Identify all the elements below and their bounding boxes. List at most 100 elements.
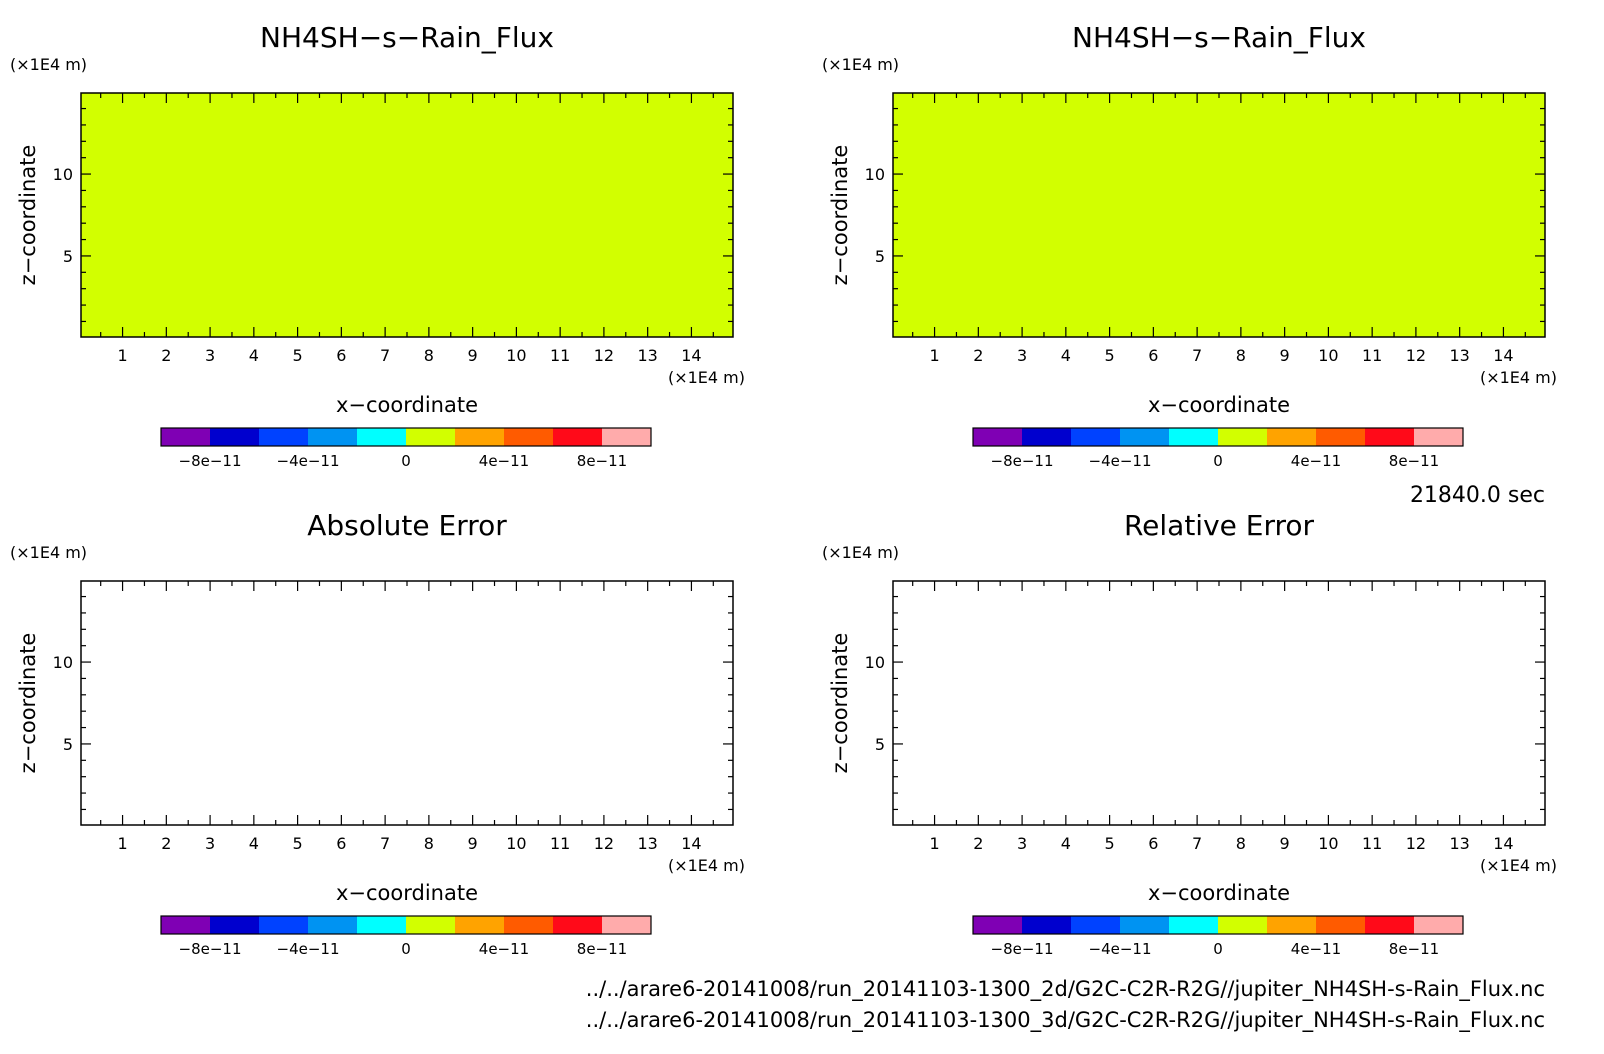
x-tick-label: 1 <box>929 834 939 853</box>
colorbar-swatch <box>308 916 358 934</box>
colorbar-tick-label: −4e−11 <box>277 452 340 470</box>
colorbar-swatch <box>973 428 1023 446</box>
colorbar-tick-label: 0 <box>401 940 411 958</box>
x-tick-label: 7 <box>380 834 390 853</box>
x-tick-label: 9 <box>1280 834 1290 853</box>
x-tick-label: 1 <box>117 834 127 853</box>
x-tick-label: 3 <box>205 346 215 365</box>
y-tick-label: 10 <box>53 653 73 672</box>
x-tick-label: 9 <box>1280 346 1290 365</box>
x-tick-label: 2 <box>161 346 171 365</box>
x-tick-label: 13 <box>1449 346 1469 365</box>
colorbar-tick-label: 0 <box>401 452 411 470</box>
colorbar-tick-label: 4e−11 <box>479 452 529 470</box>
x-tick-label: 5 <box>1105 834 1115 853</box>
x-tick-label: 2 <box>161 834 171 853</box>
x-tick-label: 4 <box>249 834 259 853</box>
x-tick-label: 11 <box>1362 346 1382 365</box>
colorbar-swatch <box>210 916 260 934</box>
field-fill <box>893 93 1545 337</box>
colorbar-swatch <box>1267 428 1317 446</box>
colorbar-swatch <box>1414 916 1464 934</box>
x-tick-label: 10 <box>506 346 526 365</box>
colorbar-swatch <box>1120 428 1170 446</box>
y-tick-label: 10 <box>865 653 885 672</box>
colorbar-swatch <box>553 428 603 446</box>
colorbar-swatch <box>1120 916 1170 934</box>
colorbar-frame <box>972 427 1464 447</box>
x-tick-label: 12 <box>594 834 614 853</box>
colorbar-tick-label: −8e−11 <box>179 940 242 958</box>
colorbar-tick-label: −4e−11 <box>1089 452 1152 470</box>
x-axis-label: x−coordinate <box>1148 881 1290 905</box>
field-fill <box>81 581 733 825</box>
colorbar-tick-label: 8e−11 <box>1389 452 1439 470</box>
colorbar-tick-label: 4e−11 <box>479 940 529 958</box>
x-tick-label: 7 <box>1192 834 1202 853</box>
colorbar-swatch <box>1022 428 1072 446</box>
x-tick-label: 11 <box>550 834 570 853</box>
y-unit-label: (×1E4 m) <box>822 55 899 74</box>
x-tick-label: 8 <box>424 834 434 853</box>
x-tick-label: 14 <box>681 834 701 853</box>
file-path-1: ../../arare6-20141008/run_20141103-1300_… <box>586 977 1545 1002</box>
colorbar-swatch <box>602 916 652 934</box>
x-tick-label: 14 <box>681 346 701 365</box>
field-fill <box>893 581 1545 825</box>
y-unit-label: (×1E4 m) <box>822 543 899 562</box>
colorbar-swatch <box>357 916 407 934</box>
x-tick-label: 12 <box>594 346 614 365</box>
plot-panel: NH4SH−s−Rain_Flux(×1E4 m)1 2 3 4 5 6 7 8 9 10 11 12… <box>822 21 1557 470</box>
x-tick-label: 3 <box>1017 346 1027 365</box>
y-tick-label: 5 <box>875 735 885 754</box>
x-tick-label: 10 <box>506 834 526 853</box>
x-tick-label: 6 <box>1148 346 1158 365</box>
plot-panel: Absolute Error(×1E4 m)1 2 3 4 5 6 7 8 9 10 11 12 13 1… <box>10 509 745 958</box>
field-fill <box>81 93 733 337</box>
x-tick-label: 5 <box>293 346 303 365</box>
colorbar-swatch <box>1316 428 1366 446</box>
y-tick-label: 10 <box>53 165 73 184</box>
x-tick-label: 12 <box>1406 834 1426 853</box>
colorbar-tick-label: 8e−11 <box>577 940 627 958</box>
colorbar-tick-label: −8e−11 <box>991 452 1054 470</box>
colorbar-swatch <box>210 428 260 446</box>
x-tick-label: 11 <box>550 346 570 365</box>
x-tick-label: 5 <box>293 834 303 853</box>
colorbar-swatch <box>553 916 603 934</box>
x-tick-label: 11 <box>1362 834 1382 853</box>
x-tick-label: 6 <box>1148 834 1158 853</box>
x-axis-label: x−coordinate <box>1148 393 1290 417</box>
x-tick-label: 3 <box>1017 834 1027 853</box>
y-axis-label: z−coordinate <box>828 145 852 286</box>
x-tick-label: 9 <box>468 834 478 853</box>
colorbar-swatch <box>455 428 505 446</box>
file-path-2: ../../arare6-20141008/run_20141103-1300_… <box>586 1008 1545 1033</box>
colorbar-swatch <box>161 428 211 446</box>
colorbar-swatch <box>973 916 1023 934</box>
x-tick-label: 8 <box>424 346 434 365</box>
x-tick-label: 10 <box>1318 834 1338 853</box>
colorbar-swatch <box>406 916 456 934</box>
plot-panel: Relative Error(×1E4 m)1 2 3 4 5 6 7 8 9 10 11 12 13 1… <box>822 509 1557 958</box>
y-unit-label: (×1E4 m) <box>10 543 87 562</box>
colorbar-tick-label: 8e−11 <box>1389 940 1439 958</box>
x-tick-label: 4 <box>249 346 259 365</box>
colorbar-tick-label: 8e−11 <box>577 452 627 470</box>
x-tick-label: 13 <box>637 834 657 853</box>
x-axis-label: x−coordinate <box>336 393 478 417</box>
colorbar-tick-label: 0 <box>1213 940 1223 958</box>
x-unit-label: (×1E4 m) <box>1480 856 1557 875</box>
colorbar-tick-label: −8e−11 <box>179 452 242 470</box>
colorbar-frame <box>972 915 1464 935</box>
colorbar-swatch <box>1267 916 1317 934</box>
x-tick-label: 4 <box>1061 346 1071 365</box>
colorbar-swatch <box>308 428 358 446</box>
colorbar-swatch <box>357 428 407 446</box>
x-unit-label: (×1E4 m) <box>668 856 745 875</box>
colorbar-swatch <box>1022 916 1072 934</box>
colorbar-swatch <box>1169 428 1219 446</box>
colorbar-tick-label: −8e−11 <box>991 940 1054 958</box>
y-tick-label: 10 <box>865 165 885 184</box>
colorbar-swatch <box>259 428 309 446</box>
